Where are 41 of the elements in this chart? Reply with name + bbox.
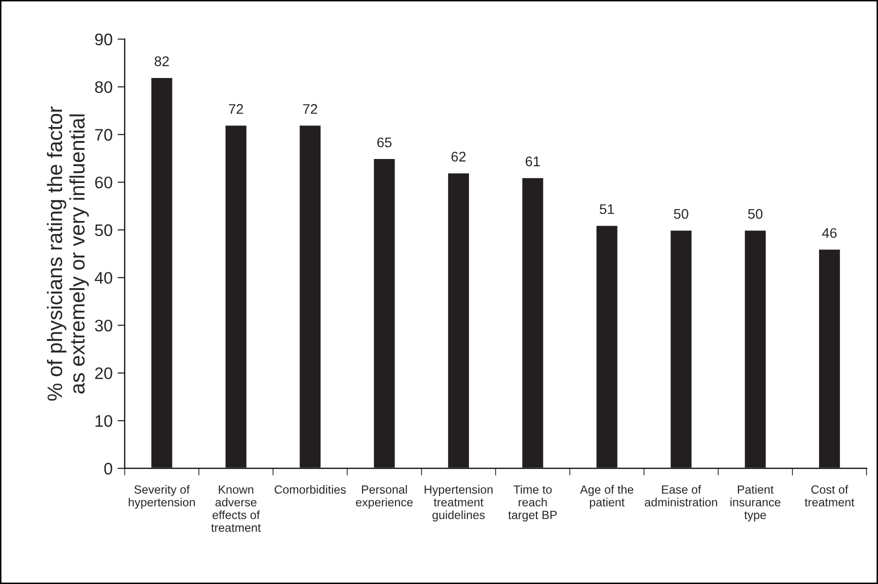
bar bbox=[298, 124, 322, 468]
bar bbox=[743, 229, 768, 468]
y-tick-label: 90 bbox=[95, 34, 112, 46]
y-tick-label: 80 bbox=[95, 81, 112, 94]
y-tick-label: 50 bbox=[95, 224, 112, 236]
data-label: 62 bbox=[452, 152, 466, 162]
y-tick-label: 20 bbox=[95, 367, 112, 380]
y-tick-label: 60 bbox=[95, 176, 112, 188]
data-label: 50 bbox=[674, 208, 688, 219]
bar bbox=[595, 224, 619, 468]
y-tick-label: 40 bbox=[94, 272, 112, 284]
x-tick-label: Severity of hypertension bbox=[128, 485, 195, 509]
bar bbox=[150, 76, 174, 468]
data-label: 72 bbox=[228, 104, 243, 114]
x-tick-label: Personal experience bbox=[356, 485, 413, 509]
data-label: 46 bbox=[822, 228, 837, 238]
data-label: 65 bbox=[377, 137, 392, 148]
y-axis-title: % of physicians rating the factor as extremely or very influential bbox=[46, 106, 89, 401]
x-tick-label: Time to reach target BP bbox=[508, 485, 557, 522]
y-tick-label: 30 bbox=[94, 320, 112, 332]
x-tick-label: Patient insurance type bbox=[730, 485, 780, 522]
bar bbox=[372, 158, 396, 468]
x-tick-label: Comorbidities bbox=[274, 485, 346, 494]
data-label: 50 bbox=[748, 208, 762, 219]
y-tick-label: 70 bbox=[95, 128, 112, 141]
x-tick-label: Age of the patient bbox=[580, 485, 634, 509]
y-tick-label: 0 bbox=[104, 462, 112, 475]
y-tick-label: 10 bbox=[96, 415, 112, 427]
bar bbox=[818, 248, 842, 468]
data-label: 51 bbox=[600, 204, 614, 214]
data-label: 61 bbox=[526, 156, 540, 166]
x-tick-label: Known adverse effects of treatment bbox=[211, 485, 261, 532]
bar bbox=[224, 124, 248, 468]
bar bbox=[669, 229, 693, 468]
data-label: 72 bbox=[303, 104, 318, 114]
x-tick-label: Cost of treatment bbox=[804, 485, 854, 506]
bar bbox=[446, 172, 470, 468]
data-label: 82 bbox=[154, 56, 169, 66]
x-tick-label: Ease of administration bbox=[644, 485, 718, 506]
x-tick-label: Hypertension treatment guidelines bbox=[424, 485, 493, 522]
bar bbox=[520, 176, 545, 468]
